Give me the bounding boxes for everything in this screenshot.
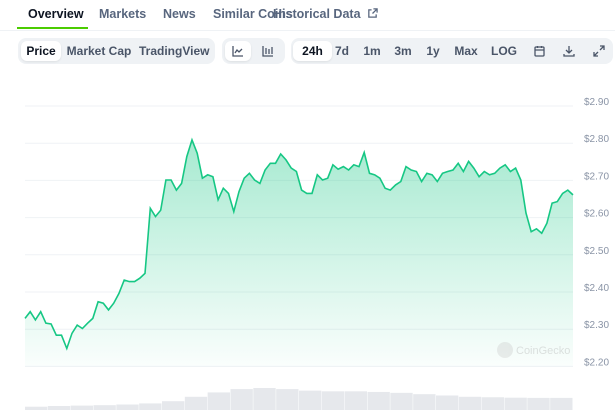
tab-bar: Overview Markets News Similar Coins Hist…: [0, 0, 615, 31]
volume-bar: [344, 391, 367, 410]
tradingview-button[interactable]: TradingView: [139, 44, 210, 58]
volume-bar: [276, 389, 299, 410]
y-tick-label: $2.90: [584, 97, 609, 108]
price-line: [24, 137, 574, 351]
range-3m[interactable]: 3m: [394, 44, 412, 58]
price-area: [25, 139, 573, 367]
y-tick-label: $2.70: [584, 171, 609, 182]
calendar-button[interactable]: [531, 41, 547, 61]
line-chart-icon: [232, 46, 243, 57]
volume-bar: [47, 406, 71, 410]
volume-bar: [299, 390, 322, 410]
active-tab-indicator: [17, 27, 88, 29]
y-tick-label: $2.60: [584, 209, 609, 220]
y-tick-label: $2.40: [584, 283, 609, 294]
log-button[interactable]: LOG: [491, 44, 517, 58]
coingecko-watermark: CoinGecko: [497, 342, 570, 358]
external-link-icon: [368, 8, 378, 18]
volume-bar: [481, 397, 504, 410]
calendar-icon: [533, 46, 545, 57]
candlestick-icon: [262, 46, 273, 57]
volume-bar: [207, 392, 230, 410]
market-cap-button[interactable]: Market Cap: [66, 44, 132, 58]
tab-news[interactable]: News: [163, 7, 196, 21]
volume-bar: [25, 406, 48, 410]
volume-bar: [458, 396, 482, 410]
volume-bar: [162, 401, 185, 410]
volume-bar: [70, 405, 93, 410]
volume-bar: [139, 403, 162, 410]
y-tick-label: $2.30: [584, 320, 609, 331]
tab-similar-coins[interactable]: Similar Coins: [213, 7, 293, 21]
volume-bar: [390, 392, 413, 410]
volume-bar: [253, 388, 276, 410]
line-chart-button[interactable]: [225, 41, 251, 61]
range-1y[interactable]: 1y: [426, 44, 440, 58]
volume-bar: [93, 405, 116, 410]
y-tick-label: $2.20: [584, 357, 609, 368]
tab-label: Historical Data: [273, 7, 361, 21]
range-7d[interactable]: 7d: [334, 44, 349, 58]
tab-overview[interactable]: Overview: [28, 7, 84, 21]
volume-bar: [116, 404, 139, 410]
fullscreen-button[interactable]: [591, 41, 607, 61]
range-group: 24h 7d 1m 3m 1y Max LOG: [291, 38, 613, 64]
download-button[interactable]: [561, 41, 577, 61]
price-button[interactable]: Price: [21, 41, 61, 61]
volume-bar: [184, 396, 208, 410]
candlestick-button[interactable]: [255, 41, 281, 61]
range-max[interactable]: Max: [454, 44, 478, 58]
download-icon: [563, 46, 575, 57]
price-chart[interactable]: CoinGecko $2.90 $2.80 $2.70 $2.60 $2.50 $2.40…: [0, 70, 615, 410]
expand-icon: [593, 45, 605, 57]
volume-bar: [321, 391, 345, 410]
tab-historical-data[interactable]: Historical Data: [273, 7, 378, 21]
range-1m[interactable]: 1m: [363, 44, 381, 58]
volume-bar: [367, 391, 390, 410]
watermark-text: CoinGecko: [516, 345, 570, 357]
range-24h[interactable]: 24h: [293, 41, 332, 61]
volume-bar: [550, 397, 573, 410]
volume-bar: [527, 397, 550, 410]
tab-markets[interactable]: Markets: [99, 7, 147, 21]
view-group: [222, 38, 285, 64]
volume-bar: [230, 389, 253, 410]
volume-bar: [504, 397, 527, 410]
volume-bar: [413, 394, 436, 410]
y-tick-label: $2.80: [584, 134, 609, 145]
volume-bar: [436, 395, 459, 410]
chart-type-group: Price Market Cap TradingView: [18, 38, 215, 64]
y-tick-label: $2.50: [584, 246, 609, 257]
